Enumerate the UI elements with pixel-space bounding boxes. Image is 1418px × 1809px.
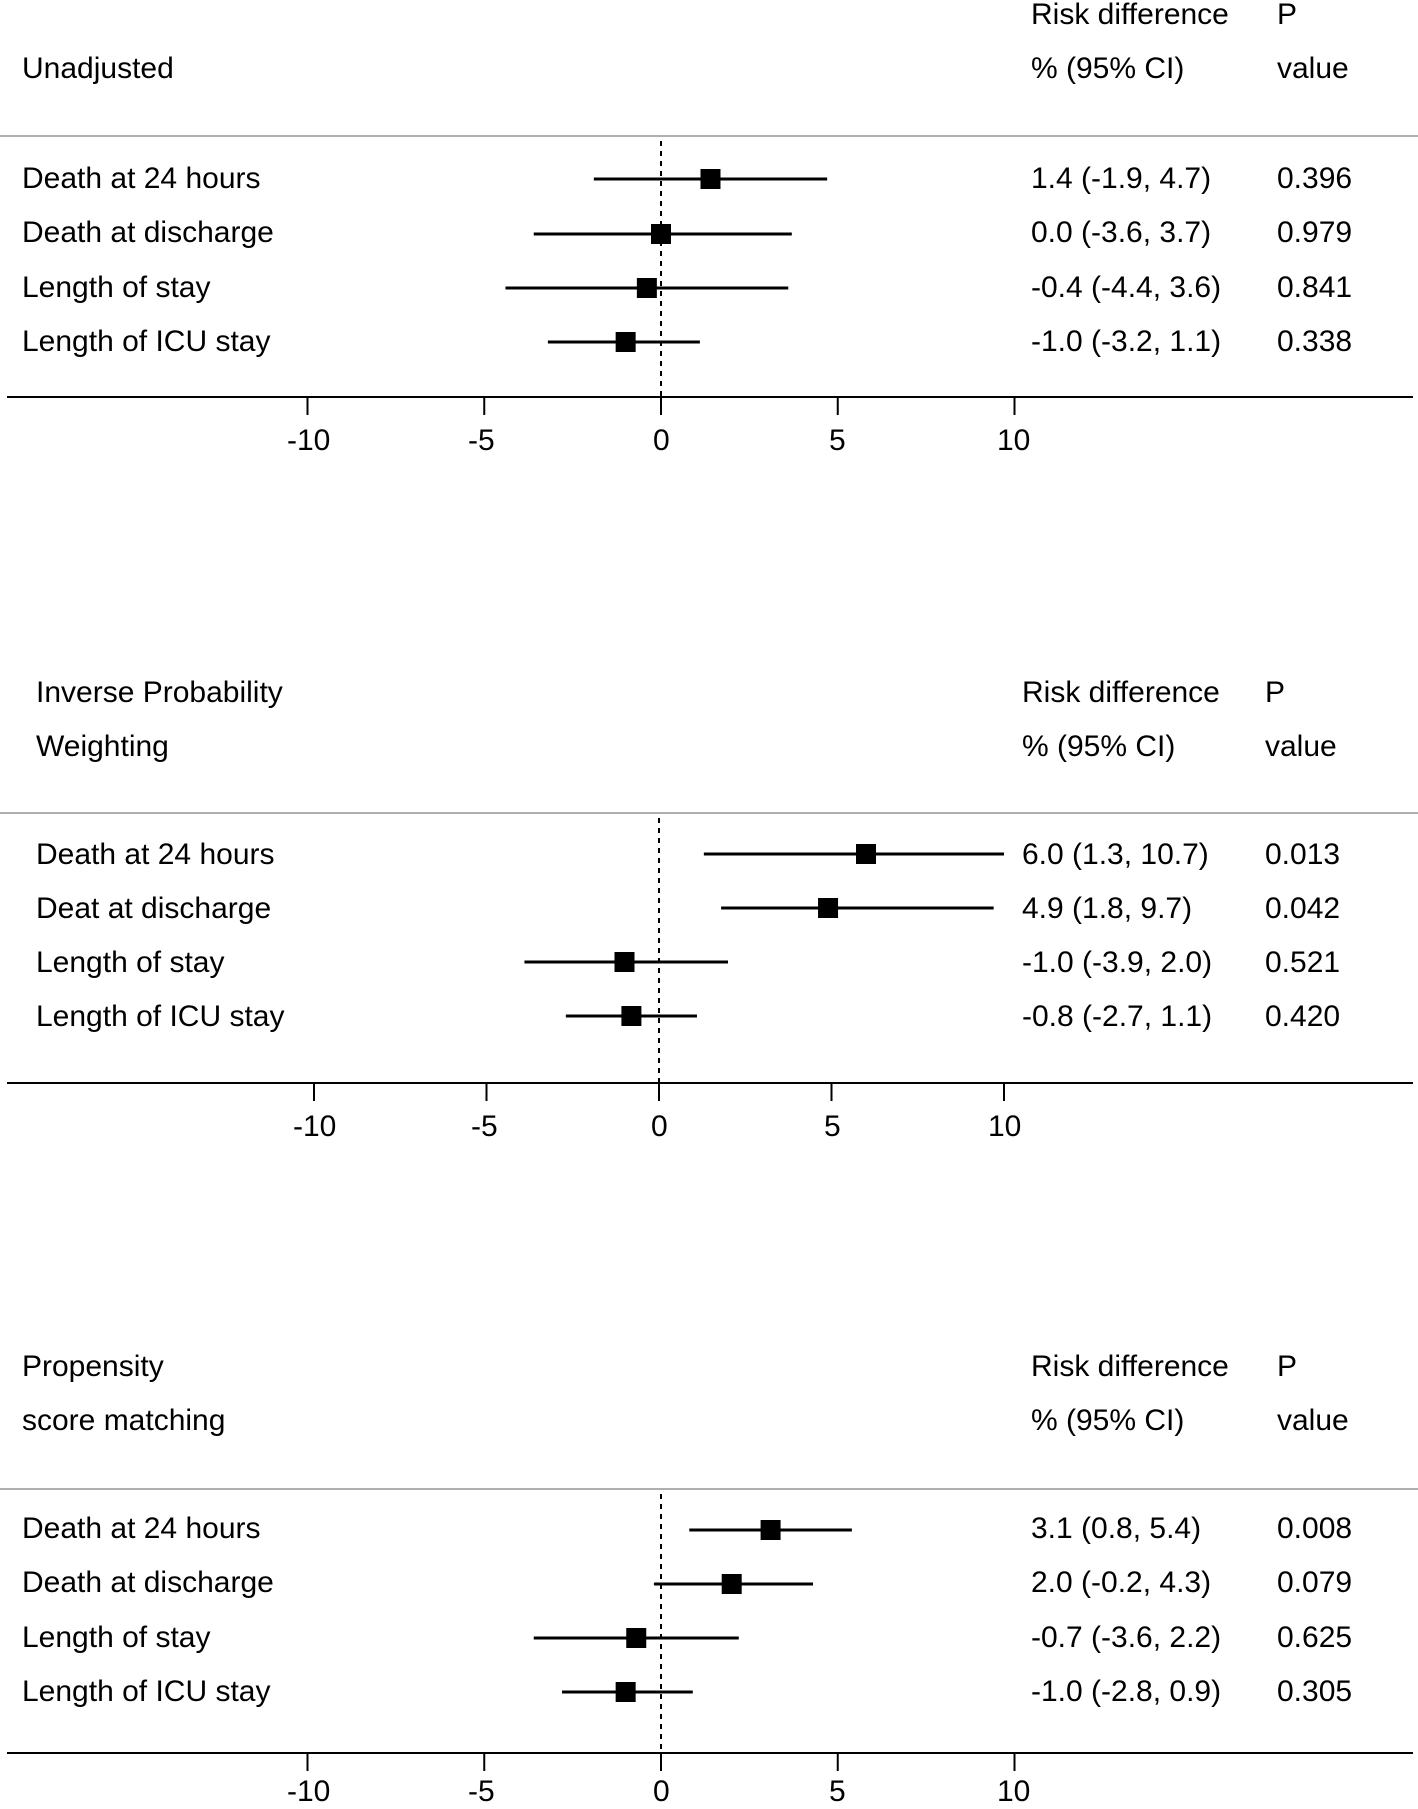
estimate-header-line-2: % (95% CI) bbox=[1031, 52, 1185, 85]
forest-plot-graphics bbox=[0, 1488, 1418, 1771]
x-tick-label: 5 bbox=[829, 1775, 846, 1808]
point-estimate-marker bbox=[615, 1682, 636, 1702]
p-header-line-1: P bbox=[1277, 1350, 1298, 1383]
row-p-value: 0.979 bbox=[1277, 216, 1353, 249]
row-label: Deat at discharge bbox=[36, 892, 272, 925]
p-header-line-2: value bbox=[1277, 1404, 1349, 1437]
row-p-value: 0.079 bbox=[1277, 1566, 1353, 1599]
estimate-header-line-2: % (95% CI) bbox=[1031, 1404, 1185, 1437]
x-tick-label: 0 bbox=[653, 424, 670, 457]
row-estimate-text: 3.1 (0.8, 5.4) bbox=[1031, 1512, 1202, 1545]
row-label: Death at discharge bbox=[22, 1566, 274, 1599]
row-estimate-text: -0.4 (-4.4, 3.6) bbox=[1031, 271, 1222, 304]
x-tick-label: -10 bbox=[287, 424, 331, 457]
estimate-header-line-1: Risk difference bbox=[1022, 676, 1220, 709]
row-label: Death at 24 hours bbox=[22, 162, 261, 195]
point-estimate-marker bbox=[700, 169, 721, 189]
x-tick-label: -5 bbox=[468, 1775, 495, 1808]
row-p-value: 0.008 bbox=[1277, 1512, 1353, 1545]
row-label: Length of ICU stay bbox=[22, 325, 271, 358]
point-estimate-marker bbox=[856, 844, 876, 864]
forest-plot-graphics bbox=[0, 812, 1418, 1101]
estimate-header-line-2: % (95% CI) bbox=[1022, 730, 1176, 763]
point-estimate-marker bbox=[760, 1520, 781, 1540]
panel-title-line-1: Inverse Probability bbox=[36, 676, 283, 709]
forest-panel-ipw: Inverse Probability Weighting Risk diffe… bbox=[0, 676, 1418, 1146]
row-estimate-text: -1.0 (-3.2, 1.1) bbox=[1031, 325, 1222, 358]
row-p-value: 0.042 bbox=[1265, 892, 1341, 925]
row-estimate-text: 1.4 (-1.9, 4.7) bbox=[1031, 162, 1212, 195]
panel-title-line-2: score matching bbox=[22, 1404, 226, 1437]
x-tick-label: 10 bbox=[997, 424, 1031, 457]
row-estimate-text: 2.0 (-0.2, 4.3) bbox=[1031, 1566, 1212, 1599]
p-header-line-2: value bbox=[1277, 52, 1349, 85]
row-estimate-text: -0.7 (-3.6, 2.2) bbox=[1031, 1621, 1222, 1654]
row-p-value: 0.521 bbox=[1265, 946, 1341, 979]
forest-panel-unadjusted: Unadjusted Risk difference % (95% CI) P … bbox=[0, 0, 1418, 460]
row-label: Length of ICU stay bbox=[36, 1000, 285, 1033]
x-tick-label: 10 bbox=[988, 1110, 1022, 1143]
row-p-value: 0.305 bbox=[1277, 1675, 1353, 1708]
forest-panel-psm: Propensity score matching Risk differenc… bbox=[0, 1350, 1418, 1808]
row-estimate-text: 0.0 (-3.6, 3.7) bbox=[1031, 216, 1212, 249]
point-estimate-marker bbox=[621, 1006, 642, 1026]
panel-title-line-1: Unadjusted bbox=[22, 52, 174, 85]
row-p-value: 0.396 bbox=[1277, 162, 1353, 195]
row-label: Death at 24 hours bbox=[22, 1512, 261, 1545]
row-p-value: 0.338 bbox=[1277, 325, 1353, 358]
row-label: Length of stay bbox=[36, 946, 225, 979]
point-estimate-marker bbox=[651, 224, 671, 244]
x-tick-label: 0 bbox=[651, 1110, 668, 1143]
row-estimate-text: 4.9 (1.8, 9.7) bbox=[1022, 892, 1193, 925]
x-tick-label: -10 bbox=[287, 1775, 331, 1808]
point-estimate-marker bbox=[614, 952, 635, 972]
panel-title-line-2: Weighting bbox=[36, 730, 169, 763]
p-header-line-2: value bbox=[1265, 730, 1337, 763]
x-tick-label: 10 bbox=[997, 1775, 1031, 1808]
point-estimate-marker bbox=[615, 332, 636, 352]
row-estimate-text: -0.8 (-2.7, 1.1) bbox=[1022, 1000, 1213, 1033]
p-header-line-1: P bbox=[1265, 676, 1286, 709]
estimate-header-line-1: Risk difference bbox=[1031, 1350, 1229, 1383]
x-tick-label: 5 bbox=[829, 424, 846, 457]
x-tick-label: 5 bbox=[824, 1110, 841, 1143]
row-p-value: 0.013 bbox=[1265, 838, 1341, 871]
x-tick-label: 0 bbox=[653, 1775, 670, 1808]
p-header-line-1: P bbox=[1277, 0, 1298, 31]
point-estimate-marker bbox=[636, 278, 657, 298]
point-estimate-marker bbox=[721, 1574, 742, 1594]
estimate-header-line-1: Risk difference bbox=[1031, 0, 1229, 31]
point-estimate-marker bbox=[626, 1628, 647, 1648]
forest-plot-graphics bbox=[0, 135, 1418, 415]
row-label: Death at 24 hours bbox=[36, 838, 275, 871]
row-p-value: 0.420 bbox=[1265, 1000, 1341, 1033]
row-p-value: 0.625 bbox=[1277, 1621, 1353, 1654]
row-estimate-text: -1.0 (-2.8, 0.9) bbox=[1031, 1675, 1222, 1708]
row-label: Length of ICU stay bbox=[22, 1675, 271, 1708]
row-estimate-text: -1.0 (-3.9, 2.0) bbox=[1022, 946, 1213, 979]
x-tick-label: -10 bbox=[293, 1110, 337, 1143]
row-p-value: 0.841 bbox=[1277, 271, 1353, 304]
x-tick-label: -5 bbox=[471, 1110, 498, 1143]
panel-title-line-1: Propensity bbox=[22, 1350, 164, 1383]
row-label: Length of stay bbox=[22, 271, 211, 304]
row-estimate-text: 6.0 (1.3, 10.7) bbox=[1022, 838, 1209, 871]
point-estimate-marker bbox=[818, 898, 839, 918]
x-tick-label: -5 bbox=[468, 424, 495, 457]
row-label: Death at discharge bbox=[22, 216, 274, 249]
row-label: Length of stay bbox=[22, 1621, 211, 1654]
